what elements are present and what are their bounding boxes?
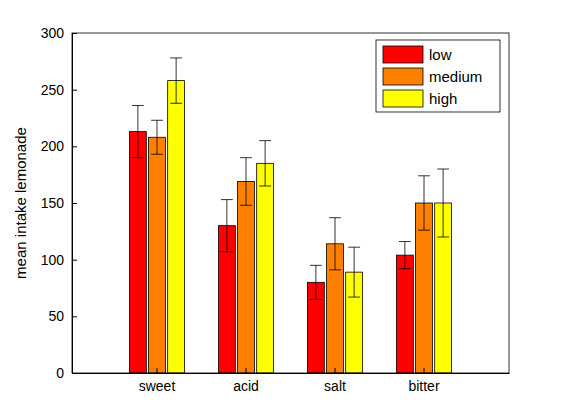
tick-label: sweet: [139, 378, 176, 394]
plot-area: [129, 58, 451, 373]
chart: 0 50 100 150 200 250 300 sweet acid salt bitter mea…: [0, 0, 561, 420]
error-bar: [259, 141, 271, 186]
tick: 50: [48, 308, 77, 324]
tick: sweet: [139, 368, 176, 394]
legend-box: [376, 40, 500, 112]
tick: 200: [41, 138, 77, 154]
tick-label: 50: [48, 308, 64, 324]
error-bar: [348, 247, 360, 297]
y-axis: 0 50 100 150 200 250 300: [41, 25, 77, 381]
legend-swatch: [383, 68, 423, 85]
tick-label: 250: [41, 82, 65, 98]
bar: [129, 132, 146, 373]
error-bar: [437, 169, 449, 237]
tick-mark: [335, 368, 336, 373]
tick: 100: [41, 252, 77, 268]
y-axis-label: mean intake lemonade: [12, 127, 29, 279]
tick-mark: [424, 368, 425, 373]
x-axis: sweet acid salt bitter: [73, 368, 510, 394]
tick-mark: [245, 368, 246, 373]
legend-swatch: [383, 90, 423, 107]
legend-label: medium: [429, 68, 482, 85]
legend: low medium high: [376, 40, 500, 112]
bar: [238, 181, 255, 373]
tick: 0: [56, 365, 77, 381]
error-bar: [418, 176, 430, 230]
error-bar: [132, 106, 144, 158]
axis-line: [73, 373, 510, 374]
tick: bitter: [408, 368, 439, 394]
bar: [396, 255, 413, 373]
bar-series: [168, 58, 452, 373]
tick-mark: [72, 203, 77, 204]
legend-label: low: [429, 46, 452, 63]
bar-series: [149, 120, 433, 373]
tick-mark: [72, 146, 77, 147]
tick: 300: [41, 25, 77, 41]
tick-mark: [72, 260, 77, 261]
tick: salt: [324, 368, 346, 394]
tick-label: 0: [56, 365, 64, 381]
tick: acid: [233, 368, 259, 394]
bar: [149, 137, 166, 373]
tick-label: salt: [324, 378, 346, 394]
tick-mark: [72, 316, 77, 317]
tick-label: 150: [41, 195, 65, 211]
error-bar: [310, 265, 322, 299]
error-bar: [170, 58, 182, 103]
error-bar: [240, 158, 252, 206]
tick-label: 300: [41, 25, 65, 41]
tick-mark: [72, 90, 77, 91]
tick-label: 200: [41, 138, 65, 154]
tick: 150: [41, 195, 77, 211]
tick: 250: [41, 82, 77, 98]
error-bar: [221, 200, 233, 252]
bar: [257, 163, 274, 373]
tick-label: bitter: [408, 378, 439, 394]
error-bar: [329, 218, 341, 270]
legend-swatch: [383, 46, 423, 63]
error-bar: [151, 120, 163, 154]
plot-frame: [72, 33, 509, 373]
tick-mark: [72, 33, 77, 34]
tick-mark: [156, 368, 157, 373]
error-bar: [399, 242, 411, 269]
bar: [168, 81, 185, 373]
tick-label: 100: [41, 252, 65, 268]
tick-label: acid: [233, 378, 259, 394]
legend-label: high: [429, 90, 457, 107]
